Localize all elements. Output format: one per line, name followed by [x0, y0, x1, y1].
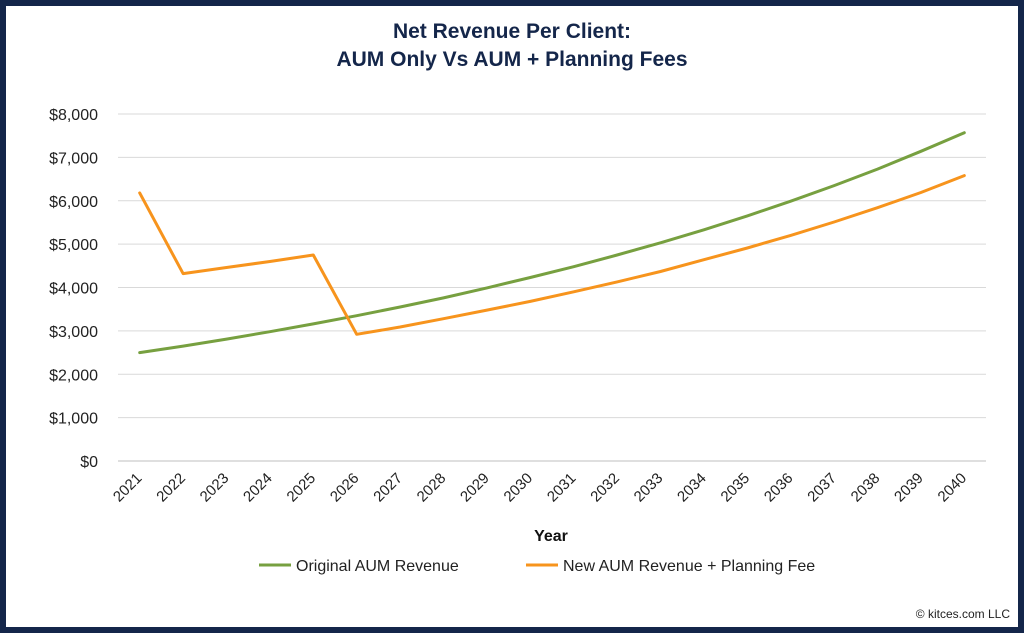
y-tick-label: $6,000 — [49, 194, 98, 211]
x-axis-label: Year — [534, 528, 568, 545]
series-line-1 — [138, 131, 966, 355]
y-tick-label: $3,000 — [49, 324, 98, 341]
y-tick-label: $2,000 — [49, 367, 98, 384]
y-tick-label: $1,000 — [49, 411, 98, 428]
gridlines — [118, 113, 986, 462]
x-tick-label: 2035 — [718, 470, 754, 506]
x-tick-label: 2026 — [327, 470, 363, 506]
series-line-2 — [138, 174, 966, 336]
legend: Original AUM Revenue New AUM Revenue + Pl… — [259, 558, 815, 575]
x-tick-label: 2023 — [197, 470, 233, 506]
copyright-text: © kitces.com LLC — [915, 607, 1010, 621]
y-tick-label: $8,000 — [49, 107, 98, 124]
x-tick-label: 2040 — [935, 470, 971, 506]
chart-title-line2: AUM Only Vs AUM + Planning Fees — [336, 48, 688, 71]
x-tick-label: 2034 — [674, 470, 710, 506]
x-tick-label: 2038 — [848, 470, 884, 506]
legend-label-1: Original AUM Revenue — [296, 558, 459, 575]
x-tick-label: 2028 — [414, 470, 450, 506]
chart-title-line1: Net Revenue Per Client: — [392, 20, 632, 43]
y-tick-label: $0 — [80, 454, 98, 471]
x-tick-label: 2024 — [240, 470, 276, 506]
series-lines — [138, 131, 966, 355]
x-tick-label: 2025 — [284, 470, 320, 506]
x-tick-label: 2027 — [370, 470, 406, 506]
y-tick-label: $5,000 — [49, 237, 98, 254]
x-tick-label: 2031 — [544, 470, 580, 506]
y-tick-label: $4,000 — [49, 281, 98, 298]
x-tick-label: 2036 — [761, 470, 797, 506]
y-tick-label: $7,000 — [49, 150, 98, 167]
x-tick-label: 2032 — [587, 470, 623, 506]
x-tick-label: 2037 — [804, 470, 840, 506]
x-tick-label: 2030 — [501, 470, 537, 506]
x-axis-ticks: 2021 2022 2023 2024 2025 2026 2027 2028 2029 2030… — [110, 470, 970, 506]
x-tick-label: 2022 — [153, 470, 189, 506]
legend-label-2: New AUM Revenue + Planning Fee — [563, 558, 815, 575]
x-tick-label: 2033 — [631, 470, 667, 506]
x-tick-label: 2021 — [110, 470, 146, 506]
x-tick-label: 2029 — [457, 470, 493, 506]
x-tick-label: 2039 — [891, 470, 927, 506]
y-axis-ticks: $0 $1,000 $2,000 $3,000 $4,000 $5,000 $6,000 $7… — [49, 107, 98, 471]
